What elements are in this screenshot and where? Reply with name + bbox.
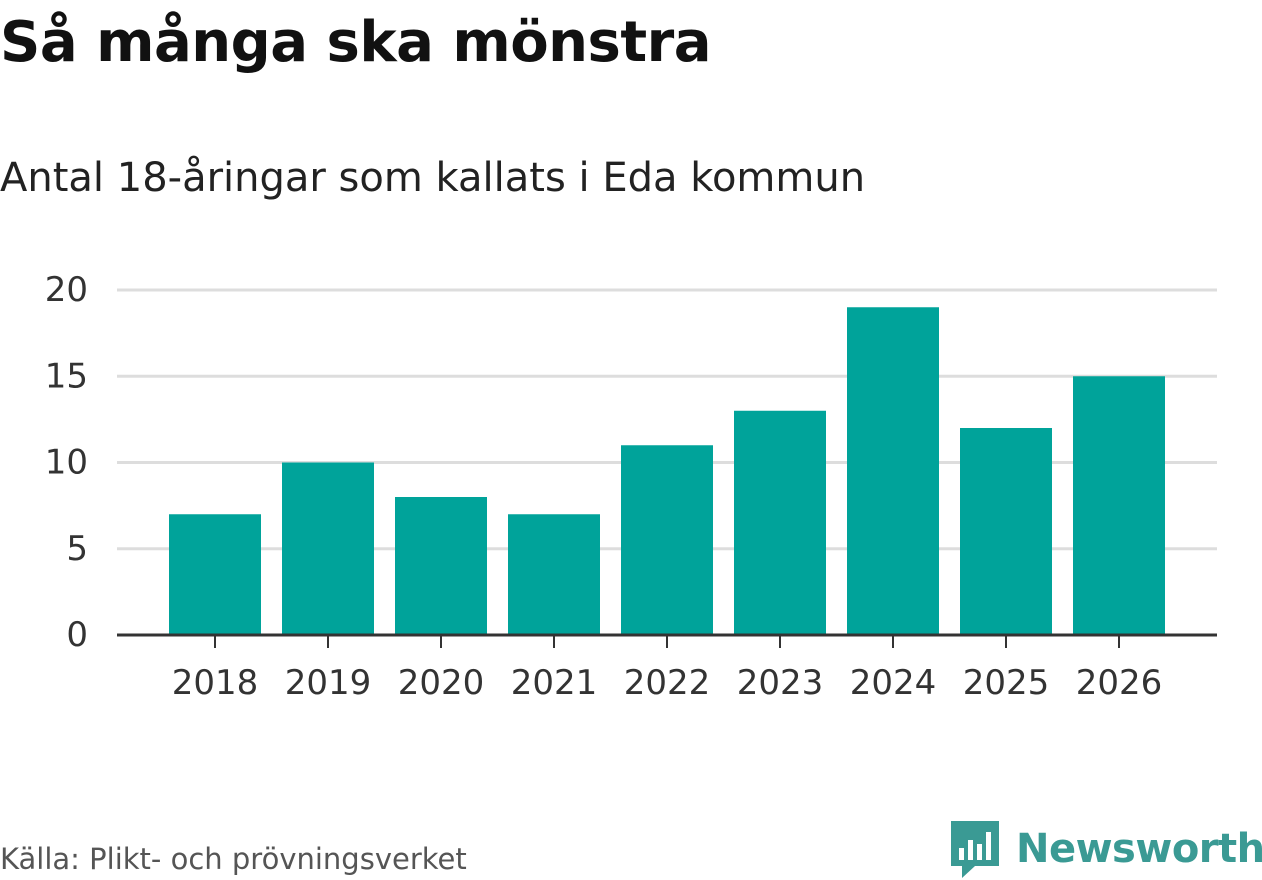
bar-chart: 0 5 10 15 20 2018 2019 2020 2021 2022 2023 2024 2025… xyxy=(45,270,1217,703)
newsworthy-bar-chart-icon xyxy=(951,821,999,878)
bar-2021 xyxy=(508,514,600,635)
axes xyxy=(117,633,1217,648)
bar-2025 xyxy=(960,428,1052,635)
x-tick-label-2024: 2024 xyxy=(850,663,937,703)
bar-2022 xyxy=(621,445,713,635)
x-tick-label-2020: 2020 xyxy=(398,663,485,703)
x-tick-label-2019: 2019 xyxy=(285,663,372,703)
y-tick-label-5: 5 xyxy=(66,529,88,569)
x-tick-label-2026: 2026 xyxy=(1076,663,1163,703)
bar-2024 xyxy=(847,307,939,635)
chart-title: Så många ska mönstra xyxy=(0,10,712,75)
bar-2018 xyxy=(169,514,261,635)
x-tick-label-2023: 2023 xyxy=(737,663,824,703)
bars xyxy=(169,307,1165,635)
bar-2023 xyxy=(734,410,826,635)
bar-2019 xyxy=(282,462,374,635)
y-tick-label-20: 20 xyxy=(45,270,88,310)
y-tick-label-15: 15 xyxy=(45,356,88,396)
brand-name: Newsworthy xyxy=(1016,826,1262,872)
source-note: Källa: Plikt- och prövningsverket xyxy=(0,842,467,876)
x-tick-label-2025: 2025 xyxy=(963,663,1050,703)
tick-labels: 0 5 10 15 20 2018 2019 2020 2021 2022 2023 2024 2025… xyxy=(45,270,1163,703)
y-tick-label-0: 0 xyxy=(66,615,88,655)
brand-logo: Newsworthy xyxy=(948,818,1262,880)
chart-subtitle: Antal 18-åringar som kallats i Eda kommu… xyxy=(0,155,866,201)
x-tick-label-2018: 2018 xyxy=(172,663,259,703)
bar-2020 xyxy=(395,497,487,635)
bar-2026 xyxy=(1073,376,1165,635)
x-tick-label-2021: 2021 xyxy=(511,663,598,703)
y-tick-label-10: 10 xyxy=(45,443,88,483)
x-tick-label-2022: 2022 xyxy=(624,663,711,703)
